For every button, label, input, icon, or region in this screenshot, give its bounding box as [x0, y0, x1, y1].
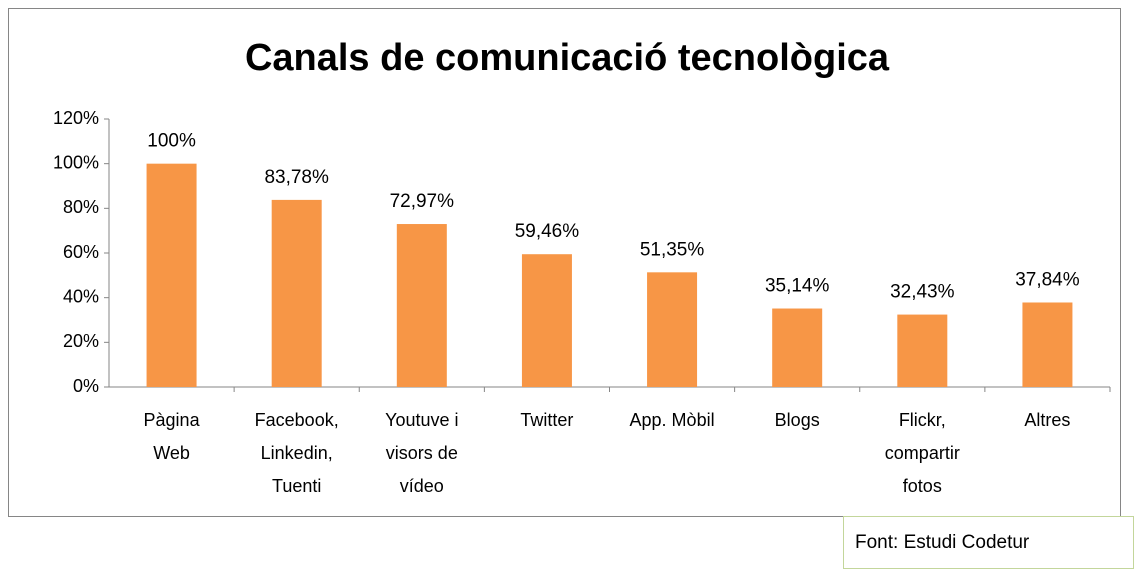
bar — [1022, 302, 1073, 387]
data-label: 35,14% — [765, 276, 830, 297]
bar — [271, 199, 322, 387]
y-tick-label: 0% — [73, 376, 99, 396]
x-tick-label: Flickr, compartir fotos — [885, 410, 960, 496]
data-label: 37,84% — [1015, 270, 1080, 291]
bar — [521, 254, 572, 387]
y-tick-label: 100% — [53, 152, 99, 172]
x-tick-label: Youtuve i visors de vídeo — [385, 410, 458, 496]
bar — [146, 163, 197, 387]
bar — [647, 272, 698, 387]
data-label: 100% — [147, 131, 196, 152]
data-label: 59,46% — [515, 221, 580, 242]
data-label: 83,78% — [264, 167, 329, 188]
data-label: 72,97% — [390, 191, 455, 212]
x-tick-label: Facebook, Linkedin, Tuenti — [255, 410, 339, 496]
data-label: 32,43% — [890, 282, 955, 303]
x-tick-label: Pàgina Web — [144, 410, 201, 463]
source-note: Font: Estudi Codetur — [855, 532, 1030, 553]
x-tick-label: App. Mòbil — [630, 410, 715, 430]
source-box — [843, 516, 1134, 569]
x-tick-label: Twitter — [520, 410, 573, 430]
bar — [772, 308, 823, 387]
y-tick-label: 40% — [63, 286, 99, 306]
y-tick-label: 120% — [53, 108, 99, 128]
y-tick-label: 60% — [63, 242, 99, 262]
chart-title: Canals de comunicació tecnològica — [245, 37, 890, 79]
bar — [897, 314, 948, 387]
x-tick-label: Altres — [1024, 410, 1070, 430]
y-tick-label: 20% — [63, 331, 99, 351]
y-tick-label: 80% — [63, 197, 99, 217]
bar — [396, 224, 447, 387]
data-label: 51,35% — [640, 239, 705, 260]
x-tick-label: Blogs — [775, 410, 820, 430]
